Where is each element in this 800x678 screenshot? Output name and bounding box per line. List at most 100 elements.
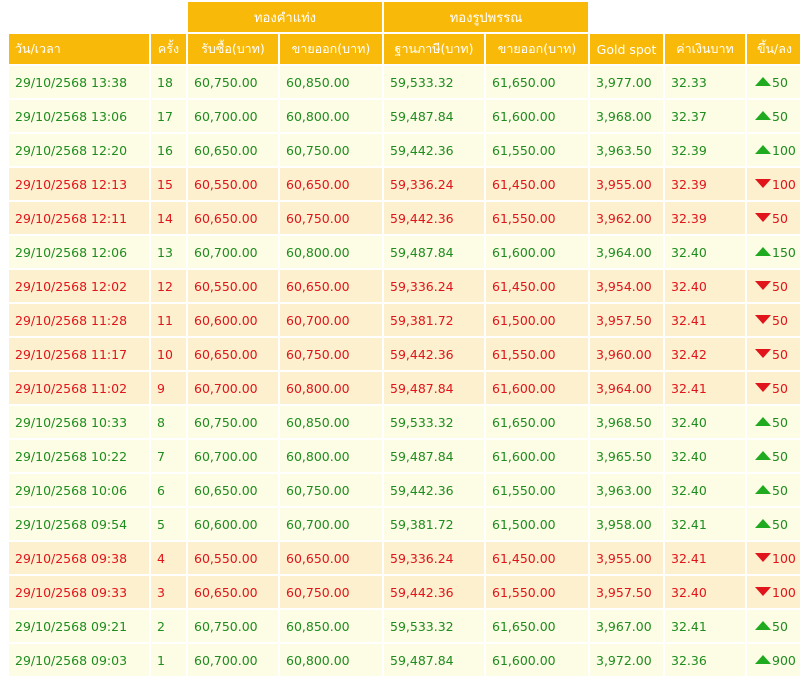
group-header-gold-ornament: ทองรูปพรรณ: [384, 2, 588, 32]
datetime-cell: 29/10/2568 09:03: [9, 644, 149, 676]
datetime-cell: 29/10/2568 09:33: [9, 576, 149, 608]
ornament-sell-cell: 61,500.00: [486, 508, 588, 540]
bar-sell-cell: 60,800.00: [280, 372, 382, 404]
ornament-base-cell: 59,442.36: [384, 576, 484, 608]
group-header-blank-right: [590, 2, 800, 32]
change-cell: 50: [747, 202, 800, 234]
col-header-ornament-sell: ขายออก(บาท): [486, 34, 588, 64]
bar-sell-cell: 60,800.00: [280, 440, 382, 472]
datetime-cell: 29/10/2568 10:33: [9, 406, 149, 438]
ornament-base-cell: 59,487.84: [384, 372, 484, 404]
ornament-base-cell: 59,533.32: [384, 610, 484, 642]
col-header-gold-spot: Gold spot: [590, 34, 663, 64]
bar-sell-cell: 60,750.00: [280, 474, 382, 506]
datetime-cell: 29/10/2568 12:13: [9, 168, 149, 200]
gold-spot-cell: 3,955.00: [590, 168, 663, 200]
gold-spot-cell: 3,972.00: [590, 644, 663, 676]
bar-sell-cell: 60,650.00: [280, 270, 382, 302]
bar-buy-cell: 60,550.00: [188, 542, 278, 574]
round-cell: 15: [151, 168, 186, 200]
round-cell: 11: [151, 304, 186, 336]
fx-cell: 32.40: [665, 270, 745, 302]
fx-cell: 32.39: [665, 134, 745, 166]
bar-buy-cell: 60,550.00: [188, 168, 278, 200]
bar-sell-cell: 60,700.00: [280, 508, 382, 540]
change-value: 50: [772, 312, 788, 328]
ornament-base-cell: 59,533.32: [384, 66, 484, 98]
change-cell: 100: [747, 542, 800, 574]
round-cell: 6: [151, 474, 186, 506]
change-value: 100: [772, 142, 796, 158]
col-header-bar-buy: รับซื้อ(บาท): [188, 34, 278, 64]
change-value: 100: [772, 584, 796, 600]
round-cell: 5: [151, 508, 186, 540]
bar-sell-cell: 60,700.00: [280, 304, 382, 336]
bar-sell-cell: 60,750.00: [280, 202, 382, 234]
change-cell: 100: [747, 168, 800, 200]
gold-spot-cell: 3,965.50: [590, 440, 663, 472]
ornament-base-cell: 59,336.24: [384, 542, 484, 574]
fx-cell: 32.40: [665, 236, 745, 268]
change-value: 50: [772, 278, 788, 294]
bar-buy-cell: 60,650.00: [188, 338, 278, 370]
change-value: 50: [772, 108, 788, 124]
fx-cell: 32.41: [665, 304, 745, 336]
group-header-gold-bar: ทองคำแท่ง: [188, 2, 382, 32]
bar-sell-cell: 60,650.00: [280, 542, 382, 574]
bar-buy-cell: 60,650.00: [188, 134, 278, 166]
change-cell: 50: [747, 440, 800, 472]
ornament-sell-cell: 61,650.00: [486, 406, 588, 438]
datetime-cell: 29/10/2568 12:20: [9, 134, 149, 166]
change-cell: 50: [747, 66, 800, 98]
arrow-down-icon: [755, 178, 771, 188]
fx-cell: 32.41: [665, 372, 745, 404]
arrow-up-icon: [755, 76, 771, 86]
datetime-cell: 29/10/2568 10:06: [9, 474, 149, 506]
ornament-sell-cell: 61,600.00: [486, 372, 588, 404]
ornament-base-cell: 59,442.36: [384, 474, 484, 506]
bar-buy-cell: 60,700.00: [188, 236, 278, 268]
ornament-sell-cell: 61,550.00: [486, 576, 588, 608]
ornament-sell-cell: 61,450.00: [486, 542, 588, 574]
fx-cell: 32.40: [665, 440, 745, 472]
arrow-down-icon: [755, 348, 771, 358]
change-cell: 900: [747, 644, 800, 676]
bar-buy-cell: 60,700.00: [188, 372, 278, 404]
round-cell: 3: [151, 576, 186, 608]
change-value: 50: [772, 448, 788, 464]
fx-cell: 32.40: [665, 474, 745, 506]
ornament-base-cell: 59,533.32: [384, 406, 484, 438]
ornament-sell-cell: 61,550.00: [486, 338, 588, 370]
arrow-up-icon: [755, 110, 771, 120]
table-row: 29/10/2568 09:03 1 60,700.00 60,800.00 59,48…: [9, 644, 800, 676]
change-value: 50: [772, 210, 788, 226]
table-row: 29/10/2568 09:54 5 60,600.00 60,700.00 59,38…: [9, 508, 800, 540]
fx-cell: 32.37: [665, 100, 745, 132]
ornament-base-cell: 59,442.36: [384, 134, 484, 166]
gold-spot-cell: 3,967.00: [590, 610, 663, 642]
round-cell: 13: [151, 236, 186, 268]
gold-spot-cell: 3,968.50: [590, 406, 663, 438]
table-row: 29/10/2568 10:22 7 60,700.00 60,800.00 59,48…: [9, 440, 800, 472]
change-cell: 50: [747, 610, 800, 642]
table-row: 29/10/2568 11:17 10 60,650.00 60,750.00 59,4…: [9, 338, 800, 370]
ornament-sell-cell: 61,600.00: [486, 236, 588, 268]
round-cell: 16: [151, 134, 186, 166]
round-cell: 10: [151, 338, 186, 370]
fx-cell: 32.41: [665, 542, 745, 574]
table-row: 29/10/2568 11:02 9 60,700.00 60,800.00 59,48…: [9, 372, 800, 404]
ornament-sell-cell: 61,550.00: [486, 134, 588, 166]
bar-buy-cell: 60,750.00: [188, 66, 278, 98]
change-value: 150: [772, 244, 796, 260]
datetime-cell: 29/10/2568 11:02: [9, 372, 149, 404]
change-value: 100: [772, 176, 796, 192]
price-rows: 29/10/2568 13:38 18 60,750.00 60,850.00 59,5…: [9, 66, 800, 676]
ornament-base-cell: 59,487.84: [384, 440, 484, 472]
change-value: 50: [772, 380, 788, 396]
fx-cell: 32.41: [665, 610, 745, 642]
round-cell: 12: [151, 270, 186, 302]
bar-buy-cell: 60,700.00: [188, 100, 278, 132]
table-row: 29/10/2568 09:38 4 60,550.00 60,650.00 59,33…: [9, 542, 800, 574]
change-cell: 100: [747, 134, 800, 166]
arrow-down-icon: [755, 586, 771, 596]
